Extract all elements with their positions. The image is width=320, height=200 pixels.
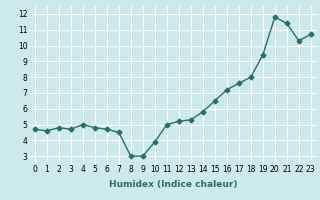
X-axis label: Humidex (Indice chaleur): Humidex (Indice chaleur) [108, 180, 237, 189]
